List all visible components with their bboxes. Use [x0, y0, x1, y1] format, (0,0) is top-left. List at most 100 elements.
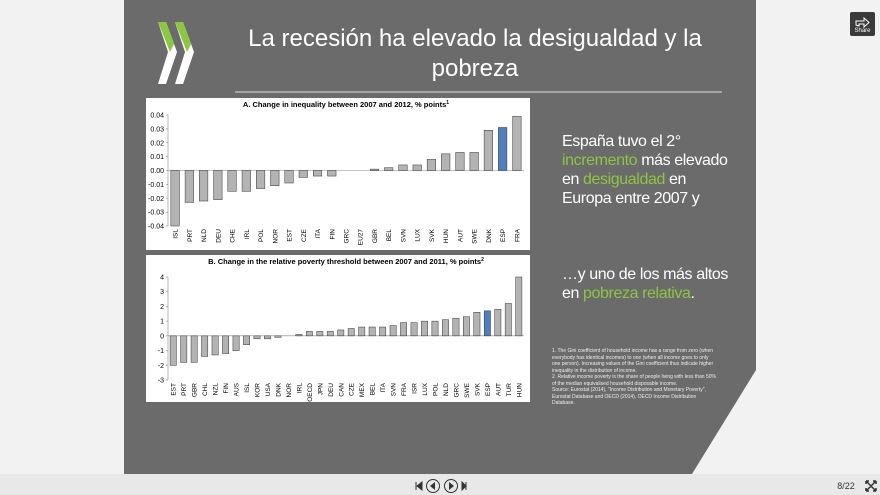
- x-tick-label: NLD: [443, 383, 450, 396]
- bar: [184, 170, 194, 203]
- text: .: [690, 285, 695, 302]
- y-tick-label: -3: [158, 378, 164, 385]
- x-tick-label: ITA: [380, 382, 387, 392]
- bar: [473, 312, 481, 337]
- x-tick-label: FRA: [401, 382, 408, 396]
- chart-title: A. Change in inequality between 2007 and…: [243, 100, 449, 109]
- text: …y uno de los más altos en: [562, 266, 728, 302]
- title-note: 2: [481, 257, 484, 263]
- bar: [256, 170, 266, 189]
- x-tick-label: GBR: [372, 229, 379, 243]
- x-tick-label: EST: [171, 383, 178, 396]
- x-tick-label: FIN: [329, 229, 336, 240]
- first-button[interactable]: [415, 480, 423, 492]
- bar: [431, 320, 439, 337]
- y-tick-label: 0.02: [150, 140, 164, 147]
- x-tick-label: HUN: [516, 383, 523, 397]
- bar: [463, 316, 470, 337]
- x-tick-label: DEU: [215, 229, 222, 243]
- y-tick-label: -1: [158, 348, 164, 355]
- bar: [337, 329, 345, 337]
- bar: [410, 322, 418, 337]
- footnote: 1. The Gini coefficient of household inc…: [552, 348, 714, 374]
- bar: [421, 320, 428, 337]
- chart-frame: [146, 98, 530, 250]
- bar: [222, 335, 229, 354]
- x-tick-label: ITA: [315, 228, 322, 238]
- fullscreen-button[interactable]: [865, 480, 877, 492]
- bar: [483, 310, 491, 337]
- next-icon: [449, 482, 454, 490]
- highlight-text: pobreza relativa: [583, 285, 691, 302]
- bar: [389, 325, 397, 337]
- x-tick-label: CAN: [338, 383, 345, 397]
- highlight-text: desigualdad: [583, 171, 665, 188]
- x-tick-label: PRT: [181, 383, 188, 396]
- y-tick-label: 0: [160, 333, 164, 340]
- chart-title-text: A. Change in inequality between 2007 and…: [243, 100, 446, 109]
- bar: [326, 331, 334, 337]
- y-tick-label: 0.04: [150, 113, 164, 120]
- last-button[interactable]: [461, 480, 467, 492]
- x-tick-label: CZE: [301, 228, 308, 242]
- x-tick-label: ISR: [412, 383, 419, 394]
- bar: [199, 170, 209, 202]
- bar: [512, 116, 522, 171]
- bar: [368, 326, 376, 337]
- y-tick-label: -0.03: [148, 210, 164, 217]
- bar: [170, 170, 180, 227]
- bar: [305, 331, 313, 337]
- y-tick-label: 0.00: [150, 168, 164, 175]
- x-tick-label: AUT: [457, 229, 464, 242]
- x-tick-label: GRC: [453, 383, 460, 398]
- bar: [494, 309, 502, 337]
- bar: [213, 170, 223, 200]
- bar: [398, 164, 408, 171]
- x-tick-label: POL: [433, 383, 440, 396]
- bar: [190, 335, 198, 363]
- bar: [347, 328, 355, 337]
- y-tick-label: -0.04: [148, 224, 164, 231]
- footnote: 2. Relative income poverty is the share …: [552, 374, 716, 387]
- footnotes: 1. The Gini coefficient of household inc…: [552, 348, 717, 407]
- bar: [211, 335, 219, 356]
- x-tick-label: PRT: [187, 229, 194, 242]
- bar: [227, 170, 237, 192]
- bar: [169, 335, 177, 366]
- bar: [426, 159, 436, 171]
- y-tick-label: 1: [160, 319, 164, 326]
- bar: [504, 303, 512, 337]
- prev-button[interactable]: [426, 479, 440, 493]
- x-tick-label: OECD: [307, 383, 314, 402]
- next-button[interactable]: [444, 479, 458, 493]
- x-tick-label: IRL: [296, 383, 303, 394]
- x-tick-label: DNK: [275, 382, 282, 396]
- bar: [327, 170, 337, 177]
- y-tick-label: 0.03: [150, 126, 164, 133]
- x-tick-label: EU27: [358, 229, 365, 246]
- x-tick-label: KOR: [255, 383, 262, 397]
- x-tick-label: FRA: [514, 228, 521, 242]
- bar: [295, 334, 303, 337]
- bar: [384, 167, 394, 171]
- x-tick-label: ISL: [173, 229, 180, 239]
- bar: [241, 170, 251, 192]
- bar: [253, 335, 261, 340]
- bar: [515, 276, 523, 337]
- share-label: Share: [854, 28, 871, 34]
- y-tick-label: 4: [160, 275, 164, 282]
- bar: [298, 170, 308, 178]
- page-counter: 8/22: [837, 481, 855, 491]
- x-tick-label: ESP: [485, 383, 492, 396]
- footnote: Source: Eurostat (2014), "Income Distrib…: [552, 387, 706, 406]
- x-tick-label: GBR: [192, 383, 199, 397]
- bar: [498, 127, 508, 171]
- x-tick-label: LUX: [422, 382, 429, 395]
- bar: [201, 335, 209, 357]
- y-tick-label: 0.01: [150, 154, 164, 161]
- bar: [412, 164, 422, 171]
- x-tick-label: USA: [265, 382, 272, 396]
- bar: [483, 130, 493, 171]
- bar: [232, 335, 240, 351]
